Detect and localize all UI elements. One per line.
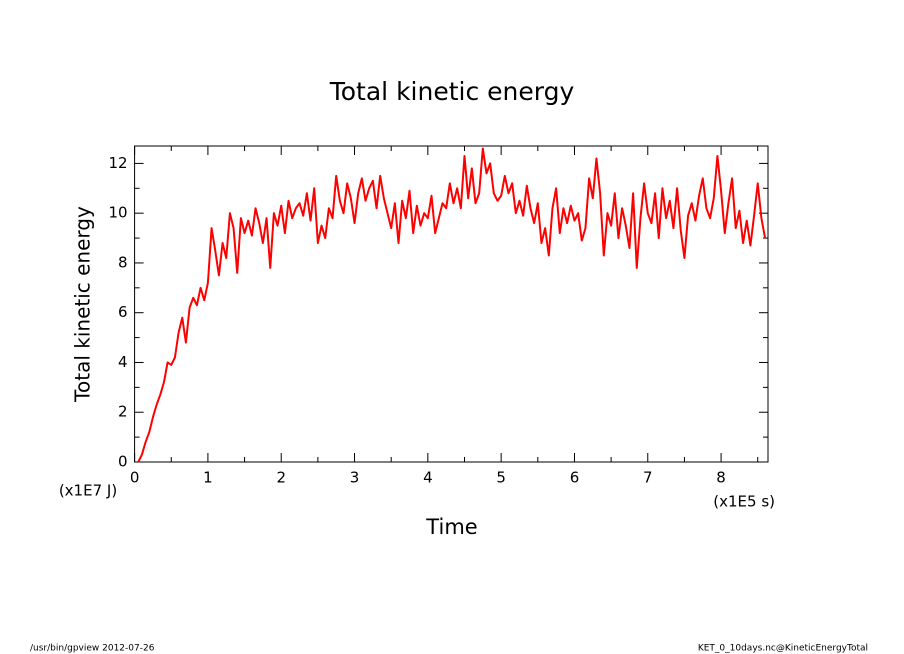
x-tick-label: 3 bbox=[350, 469, 360, 487]
footer-right: KET_0_10days.nc@KineticEnergyTotal bbox=[698, 644, 868, 654]
x-tick-label: 7 bbox=[643, 469, 653, 487]
x-tick-label: 6 bbox=[570, 469, 580, 487]
footer-left: /usr/bin/gpview 2012-07-26 bbox=[30, 644, 155, 654]
x-tick-label: 8 bbox=[716, 469, 726, 487]
data-line bbox=[137, 147, 767, 463]
x-tick-label: 5 bbox=[496, 469, 506, 487]
y-axis-label: Total kinetic energy bbox=[71, 206, 95, 403]
x-tick-label: 1 bbox=[203, 469, 213, 487]
y-tick-label: 10 bbox=[109, 204, 128, 222]
x-tick-label: 0 bbox=[130, 469, 140, 487]
y-tick-label: 12 bbox=[109, 154, 128, 172]
y-unit-label: (x1E7 J) bbox=[59, 482, 117, 500]
y-tick-label: 4 bbox=[118, 353, 128, 371]
x-axis-label: Time bbox=[425, 515, 477, 539]
y-tick-label: 8 bbox=[118, 253, 128, 271]
y-tick-label: 2 bbox=[118, 403, 128, 421]
chart-title: Total kinetic energy bbox=[329, 77, 575, 106]
y-tick-label: 6 bbox=[118, 303, 128, 321]
x-unit-label: (x1E5 s) bbox=[713, 493, 775, 511]
y-tick-label: 0 bbox=[118, 453, 128, 471]
plot-frame bbox=[134, 145, 769, 463]
x-tick-label: 2 bbox=[276, 469, 286, 487]
x-tick-label: 4 bbox=[423, 469, 433, 487]
